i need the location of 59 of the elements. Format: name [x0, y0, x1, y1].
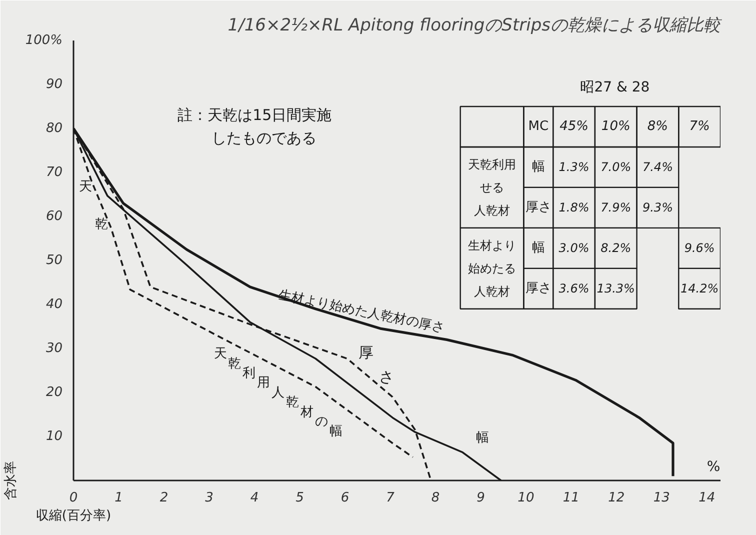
y-tick-label: 60: [46, 209, 63, 224]
text: 利用人乾材の幅: [242, 366, 343, 440]
y-tick-label: 30: [46, 341, 63, 356]
text: 9.3%: [642, 200, 673, 215]
annotation: 生材より始めたる人乾材: [468, 238, 516, 298]
text: 13.3%: [596, 282, 635, 296]
series-label: 厚さ: [358, 344, 394, 386]
x-tick-label: 6: [340, 490, 350, 506]
x-tick-label: 8: [431, 490, 440, 506]
y-tick-label: 40: [46, 297, 63, 312]
y-axis-title: 含水率: [2, 461, 18, 500]
x-tick-label: 12: [608, 490, 625, 506]
annotation: 天乾利用せる人乾材: [468, 158, 516, 218]
category-label: 幅: [532, 240, 545, 256]
x-axis-title: 収縮(百分率): [36, 508, 112, 524]
y-tick-label: 90: [46, 77, 63, 92]
text: 9.6%: [684, 241, 715, 256]
y-tick-label: 100%: [25, 33, 63, 48]
x-tick-label: 10: [518, 490, 534, 506]
text: 3.0%: [558, 241, 590, 256]
text: 1.8%: [558, 200, 590, 215]
category-label: 10%: [601, 119, 630, 134]
y-tick-label: 80: [46, 121, 63, 136]
x-tick-label: 14: [698, 490, 716, 506]
x-tick-label: 9: [476, 490, 485, 506]
text: 8.2%: [600, 241, 632, 256]
text: 幅: [532, 160, 545, 175]
x-tick-label: 5: [296, 490, 304, 506]
category-label: 厚さ: [525, 281, 552, 296]
text: 昭27 & 28: [580, 80, 650, 96]
text: 厚さ: [525, 200, 552, 216]
text: 7.0%: [600, 160, 632, 174]
x-tick-label: 2: [160, 490, 168, 506]
category-label: 45%: [560, 119, 588, 134]
chart-title: 1/16×2½×RL Apitong flooringのStripsの乾燥による収縮比較: [228, 16, 722, 36]
annotation: 註：天乾は15日間実施したものである: [178, 106, 332, 147]
x-tick-label: 0: [69, 490, 78, 506]
x-tick-label: 1: [114, 490, 123, 506]
series-label: 幅: [476, 430, 490, 446]
text: 3.6%: [558, 282, 590, 296]
y-tick-label: 10: [46, 429, 63, 444]
y-tick-label: 20: [46, 385, 63, 400]
text: 天乾: [78, 180, 108, 232]
text: 14.2%: [680, 282, 719, 296]
text: 7.4%: [642, 160, 673, 174]
annotation: 天乾: [214, 346, 242, 372]
annotation: %: [706, 459, 720, 476]
category-label: 8%: [647, 119, 668, 134]
y-tick-label: 50: [46, 253, 63, 268]
category-label: MC: [528, 119, 549, 134]
category-label: 7%: [689, 119, 710, 134]
text: 7.9%: [600, 200, 632, 215]
x-tick-label: 3: [205, 490, 214, 506]
x-tick-label: 7: [386, 490, 396, 506]
x-tick-label: 13: [653, 490, 670, 506]
text: 1.3%: [558, 160, 590, 174]
x-tick-label: 4: [250, 490, 259, 506]
y-tick-label: 70: [46, 165, 63, 180]
x-tick-label: 11: [562, 490, 580, 506]
